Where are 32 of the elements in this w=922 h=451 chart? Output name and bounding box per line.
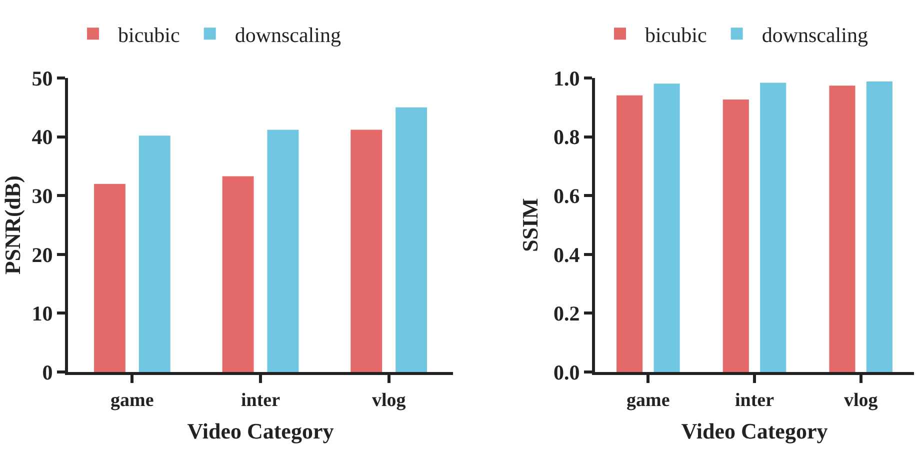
legend-label: bicubic [118, 22, 180, 47]
x-axis-title: Video Category [187, 418, 334, 444]
y-tick-label: 0.8 [554, 125, 580, 150]
y-axis-title: SSIM [517, 198, 542, 252]
bar [267, 130, 299, 372]
y-tick-label: 1.0 [554, 66, 580, 90]
x-tick-label: inter [240, 390, 281, 411]
y-tick-label: 20 [32, 242, 53, 267]
y-tick-label: 0.6 [554, 184, 580, 208]
x-tick-label: game [110, 390, 154, 411]
bar [396, 107, 428, 372]
bar [222, 176, 254, 372]
x-tick-label: game [626, 390, 670, 411]
y-tick-label: 10 [32, 302, 53, 326]
y-tick-label: 40 [32, 125, 53, 150]
y-tick-label: 50 [32, 66, 53, 90]
y-tick-label: 0.0 [554, 360, 580, 384]
y-tick-label: 30 [32, 184, 53, 208]
legend-label: downscaling [762, 22, 868, 47]
y-tick-label: 0.4 [554, 242, 580, 267]
y-tick-label: 0.2 [554, 302, 580, 326]
legend-label: downscaling [234, 22, 342, 47]
x-axis-title: Video Category [681, 418, 828, 444]
bar [138, 136, 170, 372]
bar [94, 184, 126, 372]
y-tick-label: 0 [42, 360, 53, 384]
bar [350, 130, 382, 372]
y-axis-title: PSNR(dB) [0, 175, 25, 275]
x-tick-label: vlog [844, 390, 878, 411]
x-tick-label: inter [734, 390, 775, 411]
legend-label: bicubic [645, 22, 707, 47]
x-tick-label: vlog [372, 390, 406, 411]
